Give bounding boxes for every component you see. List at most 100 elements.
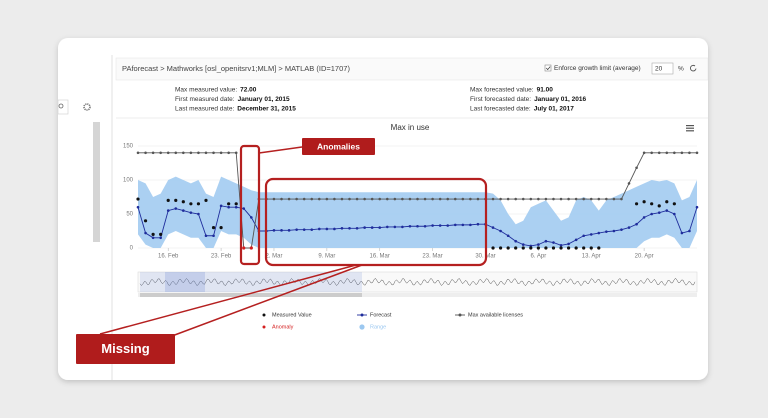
anomaly-highlight [239, 144, 261, 266]
data-point [521, 197, 525, 201]
data-point [182, 151, 185, 155]
data-point [688, 229, 691, 233]
data-point [469, 223, 472, 227]
legend-marker [359, 324, 365, 330]
missing-label: Missing [101, 341, 149, 356]
navigator-window[interactable] [140, 272, 362, 292]
data-point [582, 234, 585, 238]
chart-menu[interactable] [686, 125, 694, 132]
data-point [204, 198, 208, 202]
legend-marker [262, 313, 266, 317]
data-point [355, 197, 359, 201]
stat-label: Last forecasted date: [470, 106, 531, 113]
data-point [612, 229, 616, 233]
scrollbar[interactable] [93, 122, 100, 242]
checkbox[interactable] [544, 64, 552, 72]
data-point [544, 239, 548, 243]
data-point [280, 197, 283, 201]
anomalies-label: Anomalies [317, 141, 360, 151]
data-point [506, 246, 510, 250]
data-point [620, 228, 623, 231]
data-point [597, 231, 601, 235]
data-point [317, 197, 321, 201]
growth-limit-value: 20 [655, 66, 663, 73]
stat-label: First measured date: [175, 96, 235, 103]
data-point [657, 204, 661, 208]
data-point [566, 246, 571, 250]
data-point [453, 223, 457, 227]
data-point [544, 197, 548, 201]
data-point [144, 231, 147, 235]
data-point [136, 151, 140, 155]
data-point [219, 226, 223, 230]
data-point [212, 151, 215, 155]
connector [171, 264, 363, 337]
data-point [461, 197, 465, 201]
navigator-series [139, 277, 696, 287]
data-point [695, 151, 699, 155]
navigator-scrollbar[interactable] [138, 293, 697, 297]
data-point [227, 202, 231, 206]
data-point [574, 197, 578, 201]
data-point [438, 224, 442, 227]
data-point [136, 197, 140, 201]
navigator-handle[interactable] [165, 272, 205, 292]
data-point [272, 197, 276, 201]
data-point [204, 234, 208, 238]
data-point [287, 197, 291, 201]
data-point [310, 228, 314, 231]
growth-limit-unit: % [678, 66, 684, 73]
data-point [537, 243, 540, 246]
data-point [446, 224, 450, 227]
x-tick-label: 6. Apr [531, 254, 547, 260]
stat-label: Max forecasted value: [470, 87, 534, 94]
data-point [151, 232, 155, 236]
data-point [612, 197, 616, 201]
data-point [181, 200, 185, 204]
data-point [605, 230, 608, 233]
data-point [665, 209, 669, 212]
data-point [340, 197, 344, 201]
legend-label: Range [370, 324, 386, 330]
settings-icon[interactable] [83, 103, 91, 111]
y-tick-label: 0 [130, 246, 134, 252]
data-point [446, 197, 450, 201]
data-point [680, 231, 684, 235]
data-point [302, 197, 306, 201]
y-tick-label: 100 [123, 178, 134, 184]
data-point [476, 222, 480, 226]
data-point [280, 229, 283, 232]
data-point [499, 197, 502, 201]
data-point [378, 226, 382, 229]
data-point [189, 202, 193, 206]
data-point [665, 200, 669, 204]
data-point [197, 151, 200, 155]
menu-bar [686, 125, 694, 127]
data-point [166, 198, 170, 202]
data-point [453, 197, 457, 201]
data-point [491, 226, 495, 229]
anomalies-callout [302, 138, 375, 155]
data-point [627, 182, 631, 185]
data-point [537, 197, 540, 201]
data-point [250, 216, 253, 219]
data-point [642, 200, 646, 204]
stat-label: First forecasted date: [470, 96, 531, 103]
data-point [174, 151, 178, 155]
stat-label: Last measured date: [175, 106, 234, 113]
x-tick-label: 20. Apr [635, 254, 654, 260]
data-point [295, 228, 298, 231]
data-point [559, 197, 563, 201]
data-point [657, 151, 661, 155]
growth-limit-input[interactable] [651, 62, 674, 75]
data-point [136, 205, 140, 209]
refresh-icon[interactable] [690, 64, 697, 72]
data-point [204, 151, 208, 155]
data-point [605, 197, 608, 201]
data-point [574, 238, 578, 242]
data-point [325, 227, 329, 231]
navigator[interactable] [137, 271, 698, 293]
data-point [634, 202, 639, 206]
legend-label: Anomaly [272, 324, 294, 330]
navigator-scroll-thumb[interactable] [140, 293, 362, 297]
